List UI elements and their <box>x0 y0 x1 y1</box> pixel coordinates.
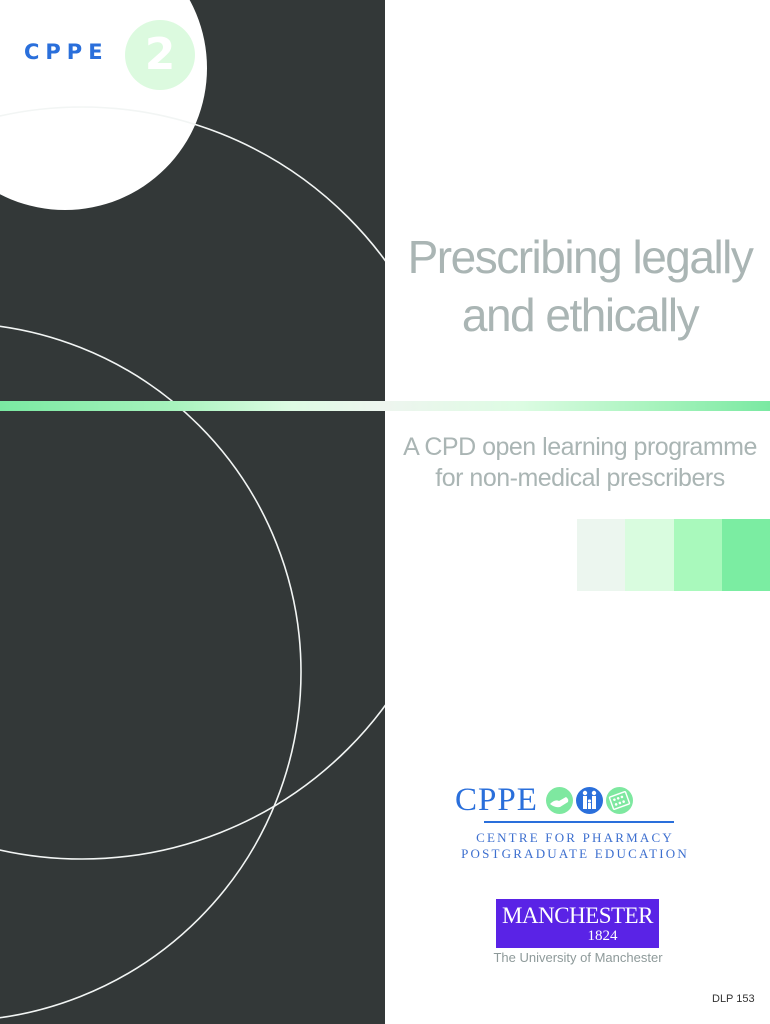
tablets-icon <box>606 787 634 814</box>
title-line-2: and ethically <box>461 289 700 341</box>
swatch-3 <box>673 519 722 591</box>
series-number-badge: 2 <box>125 20 195 90</box>
subtitle-line-2: for non-medical prescribers <box>435 464 725 492</box>
cppe-logo-rule <box>484 821 674 823</box>
cppe-wordmark: CPPE <box>455 782 538 818</box>
color-swatches <box>577 519 770 591</box>
document-code: DLP 153 <box>712 993 755 1005</box>
cppe-logo: CPPE <box>455 782 695 819</box>
green-stripe-right <box>385 401 770 411</box>
swatch-2 <box>625 519 674 591</box>
manchester-name: MANCHESTER <box>502 903 653 928</box>
document-subtitle: A CPD open learning programme for non-me… <box>395 432 765 494</box>
swatch-1 <box>577 519 626 591</box>
dark-side-panel: CPPE 2 <box>0 0 385 1024</box>
manchester-logo: MANCHESTER 1824 <box>496 899 659 948</box>
document-title: Prescribing legally and ethically <box>395 228 765 344</box>
handshake-icon <box>546 787 574 814</box>
manchester-subtitle: The University of Manchester <box>493 950 663 965</box>
cppe-name-line-2: POSTGRADUATE EDUCATION <box>461 846 689 861</box>
family-icon <box>576 787 604 814</box>
manchester-year: 1824 <box>587 928 618 944</box>
green-stripe-left <box>0 401 385 411</box>
swatch-4 <box>721 519 770 591</box>
series-label: CPPE <box>24 40 109 64</box>
title-line-1: Prescribing legally <box>407 231 754 283</box>
cppe-name-line-1: CENTRE FOR PHARMACY <box>476 830 674 845</box>
subtitle-line-1: A CPD open learning programme <box>403 433 757 461</box>
decorative-circles <box>0 0 385 1019</box>
